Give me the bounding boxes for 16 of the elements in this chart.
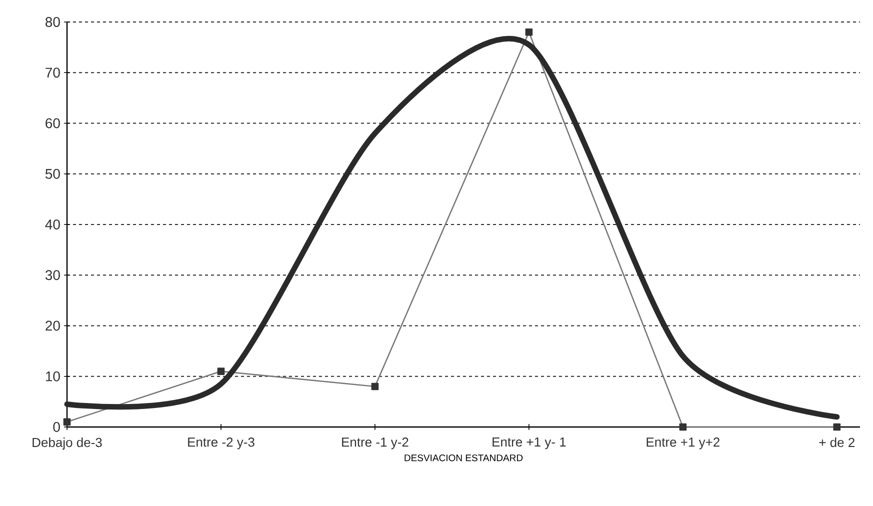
x-tick-label: Debajo de-3: [32, 438, 102, 450]
y-tick-label: 50: [45, 168, 60, 179]
y-tick-label: 0: [53, 422, 60, 432]
x-tick-label: Entre +1 y- 1: [492, 438, 566, 450]
x-tick-label: Entre +1 y+2: [646, 438, 720, 450]
x-tick-label: Entre -2 y-3: [188, 438, 254, 450]
y-tick-label: 70: [46, 68, 60, 78]
y-tick-label: 40: [45, 220, 60, 230]
y-tick-label: 80: [46, 17, 60, 27]
x-tick-label: Entre -1 y-2: [342, 438, 408, 450]
y-tick-label: 30: [45, 270, 60, 280]
y-tick-label: 10: [46, 371, 60, 382]
x-tick-label: + de 2: [819, 438, 854, 448]
y-tick-label: 20: [46, 320, 60, 331]
x-axis-title: DESVIACION ESTANDARD: [404, 454, 523, 462]
y-tick-label: 60: [46, 118, 60, 128]
